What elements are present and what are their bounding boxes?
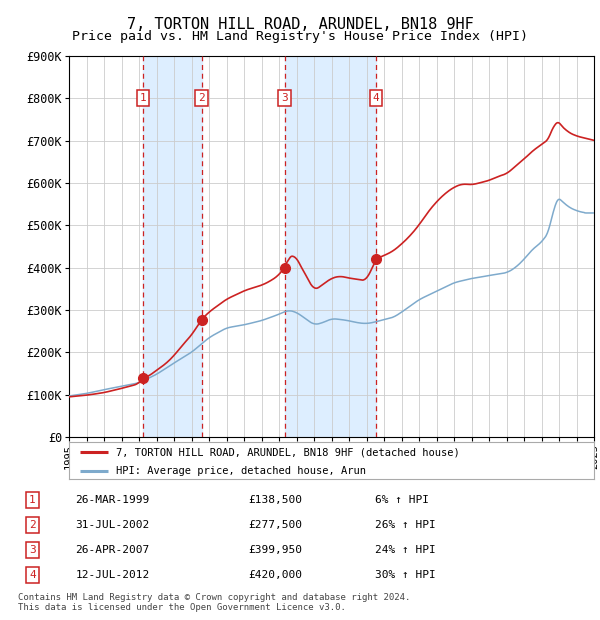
Text: £277,500: £277,500 [248,520,302,530]
Text: HPI: Average price, detached house, Arun: HPI: Average price, detached house, Arun [116,466,366,476]
Bar [143,56,202,437]
Text: 3: 3 [281,93,288,103]
Text: 7, TORTON HILL ROAD, ARUNDEL, BN18 9HF: 7, TORTON HILL ROAD, ARUNDEL, BN18 9HF [127,17,473,32]
Text: 1: 1 [29,495,36,505]
Text: 2: 2 [29,520,36,530]
Text: 26-APR-2007: 26-APR-2007 [76,545,150,555]
Text: £420,000: £420,000 [248,570,302,580]
Text: 4: 4 [29,570,36,580]
Text: 26% ↑ HPI: 26% ↑ HPI [375,520,436,530]
Text: 24% ↑ HPI: 24% ↑ HPI [375,545,436,555]
Text: £399,950: £399,950 [248,545,302,555]
Text: 12-JUL-2012: 12-JUL-2012 [76,570,150,580]
Text: 3: 3 [29,545,36,555]
Text: 6% ↑ HPI: 6% ↑ HPI [375,495,429,505]
Text: 31-JUL-2002: 31-JUL-2002 [76,520,150,530]
Text: 4: 4 [373,93,379,103]
Text: Contains HM Land Registry data © Crown copyright and database right 2024.
This d: Contains HM Land Registry data © Crown c… [18,593,410,612]
Text: Price paid vs. HM Land Registry's House Price Index (HPI): Price paid vs. HM Land Registry's House … [72,30,528,43]
Text: 7, TORTON HILL ROAD, ARUNDEL, BN18 9HF (detached house): 7, TORTON HILL ROAD, ARUNDEL, BN18 9HF (… [116,448,460,458]
Bar [284,56,376,437]
Text: 2: 2 [198,93,205,103]
Text: 1: 1 [140,93,146,103]
Text: 30% ↑ HPI: 30% ↑ HPI [375,570,436,580]
Text: 26-MAR-1999: 26-MAR-1999 [76,495,150,505]
Text: £138,500: £138,500 [248,495,302,505]
